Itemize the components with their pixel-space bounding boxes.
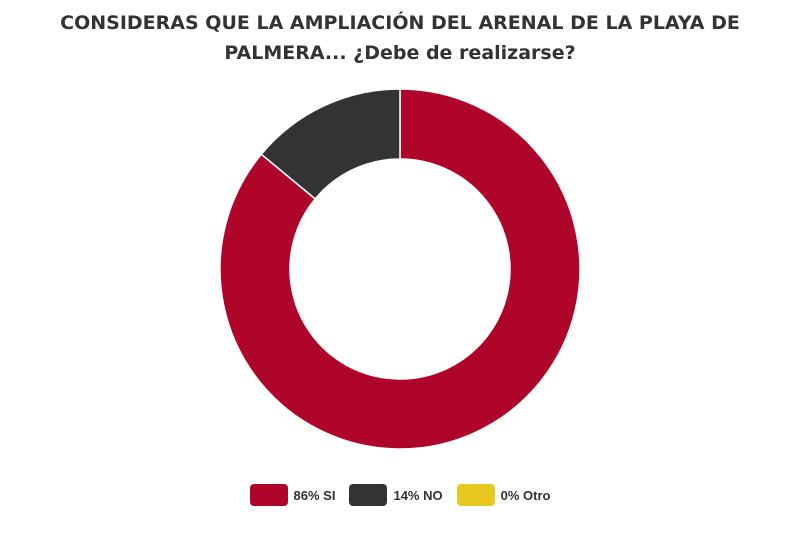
legend-label-no: 14% NO: [393, 487, 443, 503]
legend-item-si[interactable]: 86% SI: [249, 484, 336, 506]
donut-slice-no[interactable]: [260, 88, 401, 200]
legend-label-otro: 0% Otro: [500, 487, 551, 503]
legend-label-si: 86% SI: [293, 487, 336, 503]
chart-title: CONSIDERAS QUE LA AMPLIACIÓN DEL ARENAL …: [0, 8, 800, 68]
chart-title-line-1: CONSIDERAS QUE LA AMPLIACIÓN DEL ARENAL …: [60, 12, 740, 34]
chart-legend: 86% SI 14% NO 0% Otro: [0, 484, 800, 506]
legend-swatch-si: [249, 484, 288, 506]
donut-slices: [219, 88, 581, 450]
legend-item-no[interactable]: 14% NO: [349, 484, 443, 506]
chart-title-line-2: PALMERA... ¿Debe de realizarse?: [224, 42, 576, 64]
legend-swatch-no: [349, 484, 388, 506]
donut-slice-si[interactable]: [219, 88, 581, 450]
legend-swatch-otro: [456, 484, 495, 506]
legend-item-otro[interactable]: 0% Otro: [456, 484, 551, 506]
